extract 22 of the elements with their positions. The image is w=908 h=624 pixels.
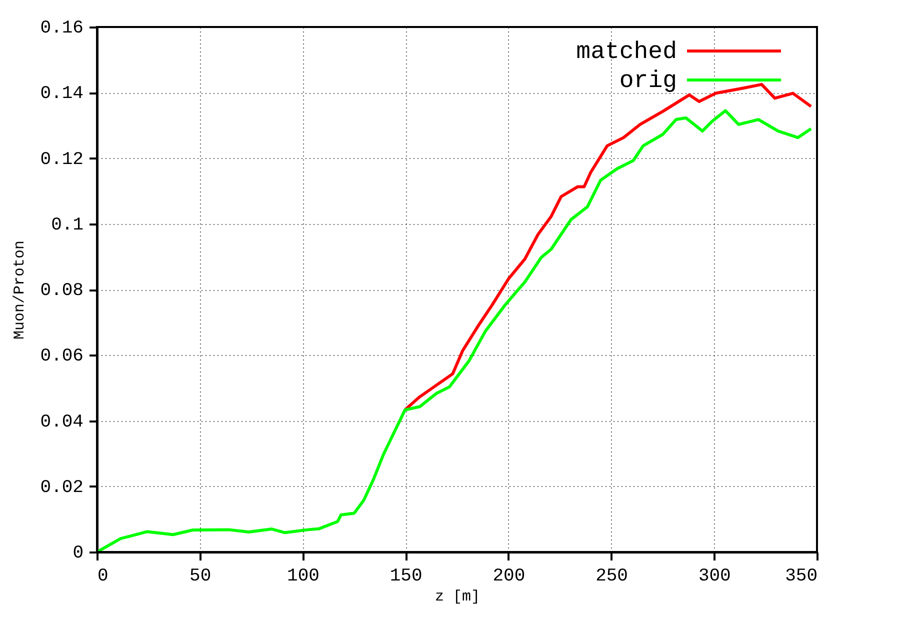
x-tick-label: 100	[287, 566, 320, 586]
x-tick-label: 250	[596, 566, 628, 586]
legend-label: orig	[619, 68, 677, 95]
x-tick-label: 350	[785, 566, 818, 586]
y-tick-label: 0.02	[40, 478, 84, 498]
y-tick-label: 0.1	[51, 215, 84, 236]
x-tick-label: 0	[98, 566, 108, 586]
line-series	[97, 109, 813, 552]
y-tick-label: 0	[72, 544, 84, 564]
y-tick-label: 0.04	[40, 412, 84, 432]
legend-label: matched	[576, 39, 677, 66]
x-tick-label: 300	[698, 566, 731, 586]
x-tick-label: 50	[190, 566, 212, 586]
y-tick-label: 0.14	[40, 84, 84, 104]
x-tick-label: 150	[390, 566, 422, 586]
y-tick-label: 0.08	[40, 281, 84, 301]
y-axis-title: Muon/Proton	[11, 240, 28, 340]
y-tick-label: 0.16	[40, 18, 84, 38]
x-tick-label: 200	[492, 566, 526, 586]
y-tick-label: 0.12	[40, 150, 84, 170]
x-axis-title: z [m]	[434, 588, 480, 606]
y-tick-label: 0.06	[40, 346, 84, 367]
